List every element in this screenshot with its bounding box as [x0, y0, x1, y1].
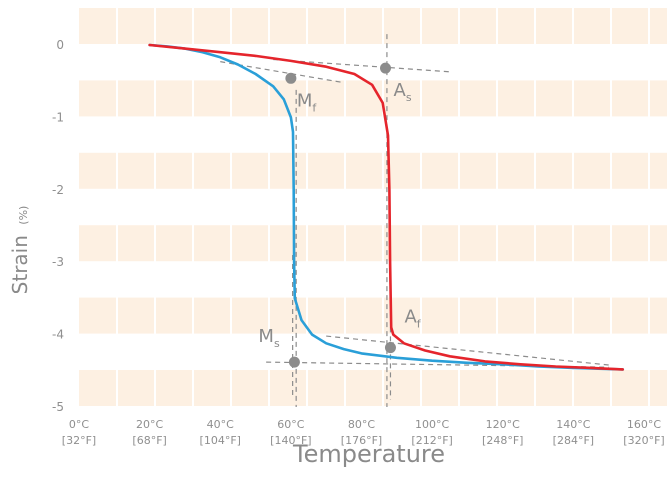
grid-band — [79, 152, 667, 189]
y-axis-title: Strain — [8, 235, 32, 294]
background-bands — [79, 0, 667, 415]
x-tick-label-f: [104°F] — [200, 434, 241, 447]
point-Af-marker — [384, 342, 396, 354]
series-lines — [148, 43, 625, 371]
y-axis-title-group: Strain (%) — [8, 206, 32, 295]
x-tick-label-f: [284°F] — [553, 434, 594, 447]
x-tick-label-f: [140°F] — [270, 434, 311, 447]
point-As-label: As — [394, 80, 412, 104]
x-tick-label-f: [248°F] — [482, 434, 523, 447]
y-tick-label: -3 — [52, 255, 64, 269]
grid-band — [79, 297, 667, 334]
grid-band — [79, 225, 667, 262]
series-cooling-line — [148, 43, 625, 371]
x-tick-label-c: 140°C — [556, 418, 590, 431]
point-Af-label: Af — [404, 307, 421, 331]
point-Ms-marker — [288, 356, 300, 368]
grid-band — [79, 370, 667, 406]
x-tick-label-f: [176°F] — [341, 434, 382, 447]
x-tick-label-f: [68°F] — [132, 434, 166, 447]
x-tick-label-f: [212°F] — [411, 434, 452, 447]
grid-band — [79, 8, 667, 44]
x-tick-label-c: 80°C — [348, 418, 375, 431]
x-tick-label-c: 40°C — [207, 418, 234, 431]
point-Mf-label: Mf — [297, 90, 318, 114]
y-tick-label: -5 — [52, 400, 64, 414]
x-tick-label-c: 100°C — [415, 418, 449, 431]
x-tick-label-f: [32°F] — [62, 434, 96, 447]
series-heating-line — [148, 43, 625, 371]
tangent-line — [266, 361, 609, 368]
y-tick-label: -4 — [52, 328, 64, 342]
x-tick-label-f: [320°F] — [623, 434, 664, 447]
x-tick-label-c: 60°C — [277, 418, 304, 431]
tangent-line — [326, 335, 609, 366]
y-axis-unit: (%) — [17, 206, 30, 225]
y-tick-label: 0 — [56, 38, 64, 52]
x-tick-label-c: 160°C — [627, 418, 661, 431]
point-As-marker — [380, 62, 392, 74]
x-axis-ticks: 0°C [32°F] 20°C [68°F] 40°C [104°F] 60°C [140°F… — [62, 418, 665, 447]
point-Mf-marker — [285, 72, 297, 84]
point-Ms-label: Ms — [258, 326, 280, 350]
x-axis-title: Temperature — [292, 440, 445, 468]
y-tick-label: -2 — [52, 183, 64, 197]
transition-points: Ms Mf As Af — [258, 62, 422, 368]
x-tick-label-c: 120°C — [486, 418, 520, 431]
x-tick-label-c: 0°C — [69, 418, 89, 431]
y-axis-ticks: 0 -1 -2 -3 -4 -5 — [52, 38, 64, 414]
svg-text:Strain (%): Strain (%) — [8, 206, 32, 295]
y-tick-label: -1 — [52, 110, 64, 124]
x-tick-label-c: 20°C — [136, 418, 163, 431]
